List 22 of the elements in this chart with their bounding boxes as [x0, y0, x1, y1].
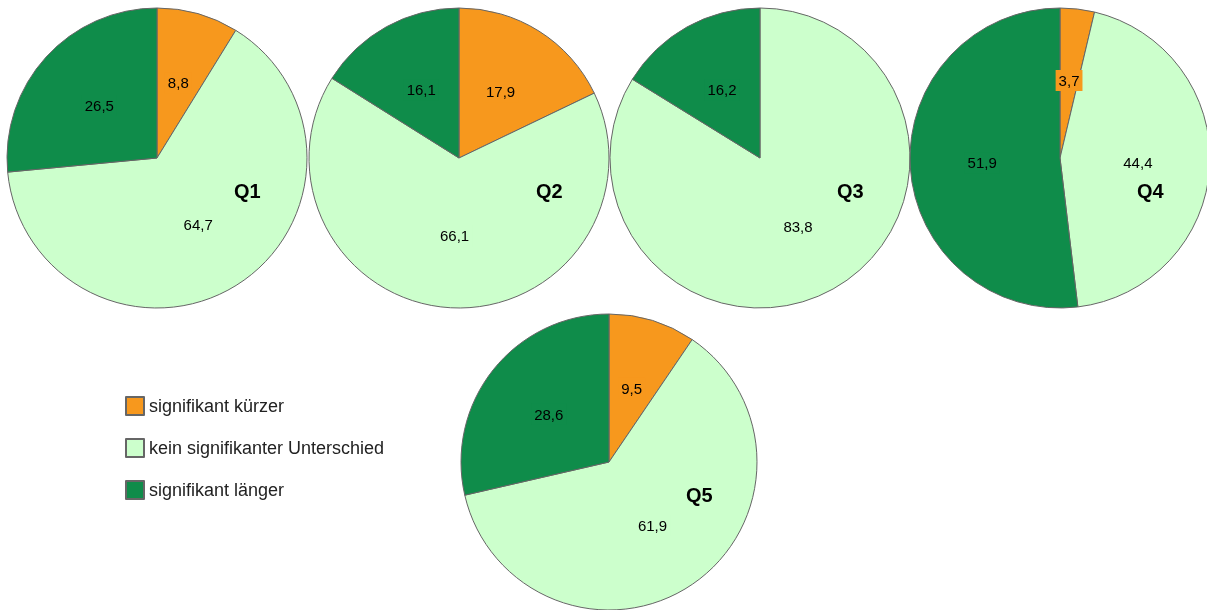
legend-label: signifikant kürzer: [149, 396, 285, 416]
data-label: 17,9: [485, 83, 516, 101]
data-label: 51,9: [967, 154, 997, 172]
text: Q4: [1137, 180, 1165, 202]
data-label: 64,7: [183, 215, 213, 233]
legend-label: kein signifikanter Unterschied: [149, 438, 385, 458]
data-label: 61,9: [637, 517, 668, 535]
data-label: 3,7: [1058, 72, 1080, 90]
legend-label: signifikant länger: [149, 480, 285, 500]
text: Q5: [686, 484, 713, 506]
data-label: 83,8: [783, 217, 813, 235]
data-label: 8,8: [167, 74, 189, 92]
data-label: 26,5: [84, 97, 114, 114]
text: Q2: [536, 180, 563, 202]
data-label: 16,1: [406, 81, 436, 99]
data-label: 9,5: [621, 379, 643, 397]
data-label: 44,4: [1123, 153, 1153, 171]
data-label: 16,2: [707, 81, 737, 99]
data-label: 28,6: [534, 405, 564, 423]
text: Q3: [837, 180, 864, 202]
data-label: 66,1: [439, 227, 470, 245]
text: Q1: [234, 180, 261, 202]
